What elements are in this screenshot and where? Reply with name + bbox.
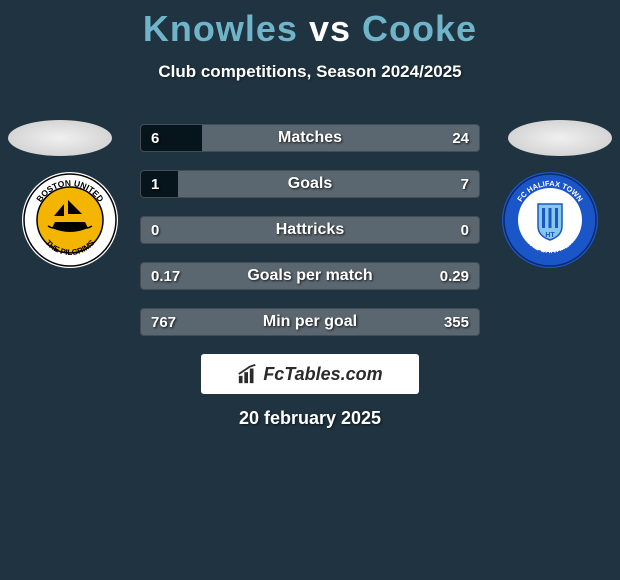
player2-headshot [508, 120, 612, 156]
player2-name: Cooke [362, 8, 477, 49]
fctables-watermark: FcTables.com [201, 354, 419, 394]
vs-text: vs [309, 8, 351, 49]
stat-row: 767355Min per goal [140, 308, 480, 336]
subtitle: Club competitions, Season 2024/2025 [0, 62, 620, 82]
svg-text:HT: HT [545, 232, 555, 239]
player1-name: Knowles [143, 8, 298, 49]
stat-row: 0.170.29Goals per match [140, 262, 480, 290]
stat-label: Min per goal [141, 309, 479, 335]
comparison-title: Knowles vs Cooke [0, 0, 620, 50]
player1-headshot [8, 120, 112, 156]
stat-label: Hattricks [141, 217, 479, 243]
comparison-date: 20 february 2025 [0, 408, 620, 429]
stat-row: 00Hattricks [140, 216, 480, 244]
stat-row: 624Matches [140, 124, 480, 152]
fc-halifax-town-crest: FC HALIFAX TOWN THE SHAYMEN HT [500, 170, 600, 270]
bar-chart-icon [237, 363, 259, 385]
stat-label: Goals [141, 171, 479, 197]
watermark-text: FcTables.com [263, 364, 382, 385]
stat-label: Goals per match [141, 263, 479, 289]
stat-label: Matches [141, 125, 479, 151]
stats-bars: 624Matches 17Goals 00Hattricks 0.170.29Goal… [140, 124, 480, 354]
stat-row: 17Goals [140, 170, 480, 198]
boston-united-crest: BOSTON UNITED THE PILGRIMS [20, 170, 120, 270]
